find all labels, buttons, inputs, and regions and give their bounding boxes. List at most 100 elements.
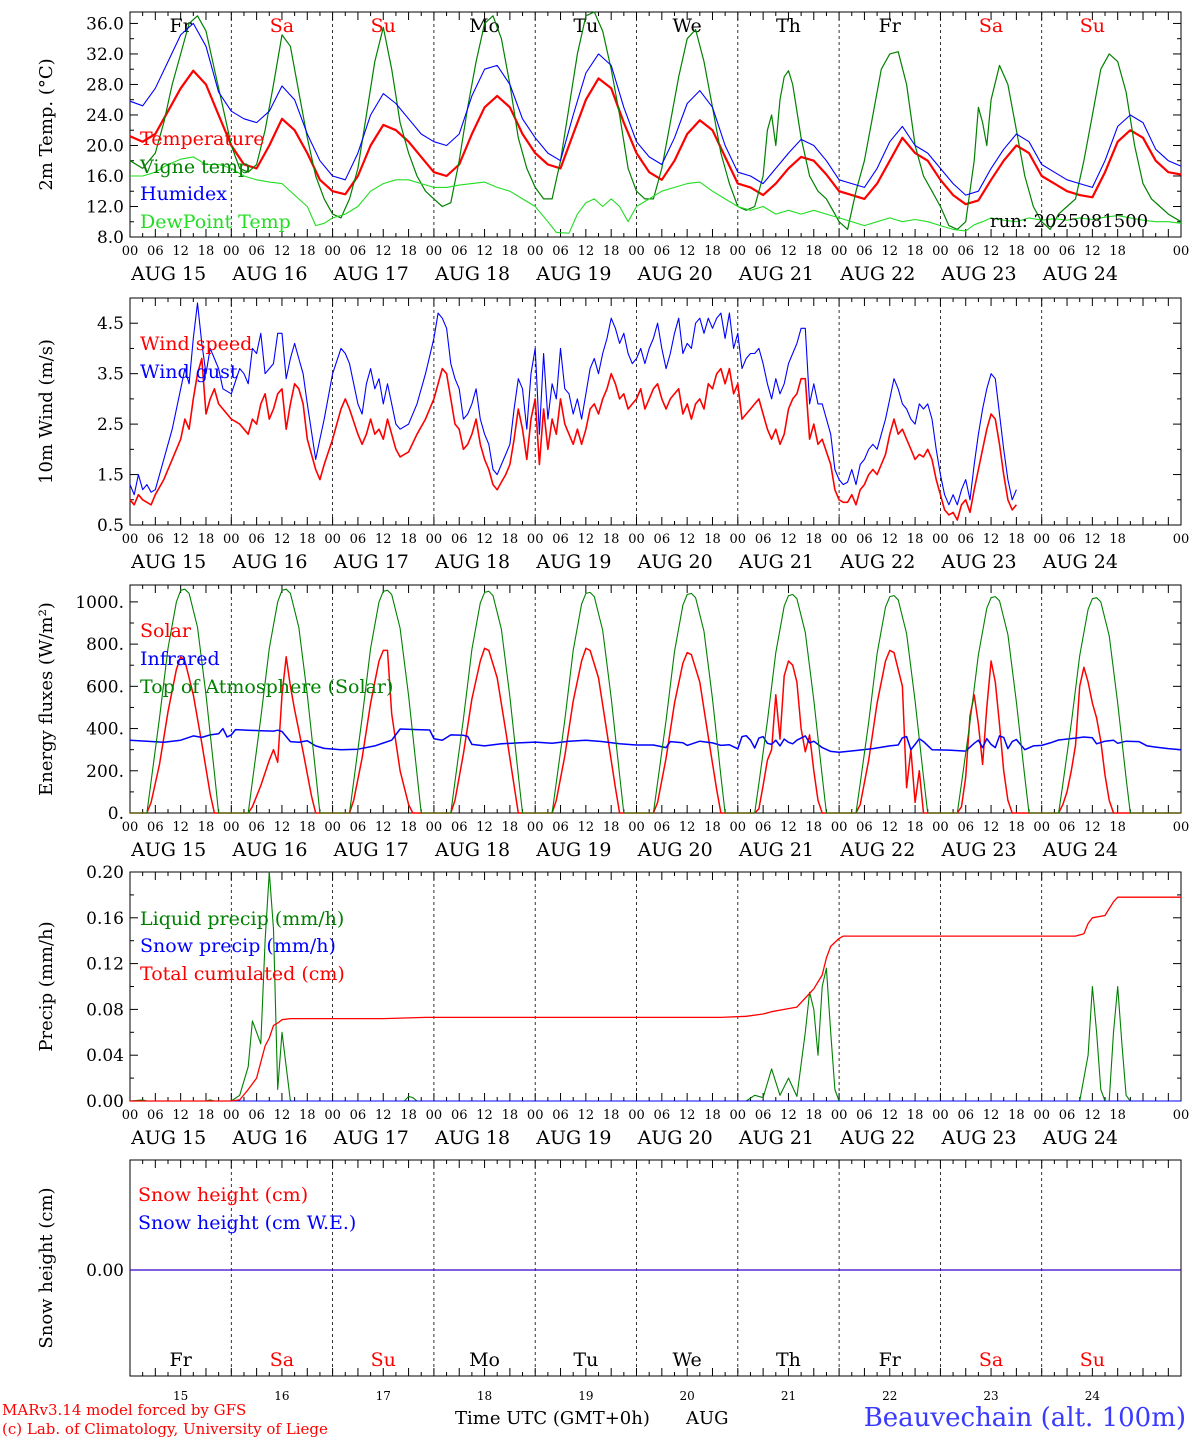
legend-entry: Humidex (140, 183, 227, 205)
weekday-label: Fr (170, 1349, 193, 1371)
date-label: AUG 15 (130, 839, 206, 861)
y-tick-label: 24.0 (86, 106, 124, 126)
hour-tick-label: 12 (983, 244, 1000, 259)
date-label: AUG 20 (637, 1127, 713, 1149)
hour-tick-label: 00 (122, 1108, 139, 1123)
legend-entry: Top of Atmosphere (Solar) (140, 676, 393, 698)
day-number-label: 15 (173, 1389, 188, 1403)
hour-tick-label: 06 (654, 820, 671, 835)
hour-tick-label: 12 (476, 820, 493, 835)
plot-frame (129, 871, 1182, 1102)
hour-tick-label: 06 (1059, 1108, 1076, 1123)
date-label: AUG 16 (231, 551, 307, 573)
hour-tick-label: 18 (806, 244, 823, 259)
hour-tick-label: 06 (856, 244, 873, 259)
hour-tick-label: 12 (679, 820, 696, 835)
day-number-label: 24 (1085, 1389, 1101, 1403)
date-label: AUG 21 (738, 1127, 814, 1149)
weekday-label: We (673, 15, 702, 37)
hour-tick-label: 12 (1084, 244, 1101, 259)
legend-entry: Wind gust (140, 361, 238, 383)
date-label: AUG 15 (130, 263, 206, 285)
y-tick-label: 0. (108, 804, 124, 824)
legend-entry: Infrared (140, 648, 220, 670)
hour-tick-label: 18 (907, 1108, 924, 1123)
date-label: AUG 19 (535, 263, 611, 285)
hour-tick-label: 00 (527, 820, 544, 835)
hour-tick-label: 06 (451, 244, 468, 259)
hour-tick-label: 00 (426, 532, 443, 547)
hour-tick-label: 06 (147, 820, 164, 835)
y-tick-label: 8.0 (97, 228, 124, 248)
hour-tick-label: 06 (957, 244, 974, 259)
hour-tick-label: 00 (628, 1108, 645, 1123)
hour-tick-label: 12 (375, 244, 392, 259)
hour-tick-label: 06 (147, 532, 164, 547)
day-number-label: 20 (680, 1389, 695, 1403)
date-label: AUG 23 (940, 263, 1016, 285)
date-label: AUG 21 (738, 551, 814, 573)
hour-tick-label: 06 (1059, 532, 1076, 547)
hour-tick-label: 00 (730, 532, 747, 547)
y-tick-label: 800. (86, 635, 124, 655)
series-line-wind-speed (129, 357, 1018, 521)
y-tick-label: 0.00 (86, 1092, 124, 1112)
hour-tick-label: 06 (755, 244, 772, 259)
hour-tick-label: 18 (198, 820, 215, 835)
hour-tick-label: 12 (679, 244, 696, 259)
hour-tick-label: 00 (223, 1108, 240, 1123)
lab-credit: (c) Lab. of Climatology, University of L… (2, 1420, 328, 1438)
hour-tick-label: 12 (983, 820, 1000, 835)
hour-tick-label: 18 (704, 532, 721, 547)
hour-tick-label: 18 (704, 1108, 721, 1123)
hour-tick-label: 18 (299, 1108, 316, 1123)
date-label: AUG 21 (738, 839, 814, 861)
series-line-solar (130, 647, 1181, 814)
hour-tick-label: 12 (172, 820, 189, 835)
panel-temp: 8.0 12.0 16.0 20.0 24.0 28.0 32.0 36.0 2m Temp. … (36, 11, 1189, 285)
date-label: AUG 16 (231, 839, 307, 861)
hour-tick-label: 06 (957, 820, 974, 835)
station-name: Beauvechain (alt. 100m) (864, 1403, 1186, 1433)
hour-tick-label: 12 (172, 532, 189, 547)
hour-tick-label: 12 (476, 1108, 493, 1123)
hour-tick-label: 00 (223, 532, 240, 547)
hour-tick-label: 06 (147, 244, 164, 259)
hour-tick-label: 18 (806, 820, 823, 835)
hour-tick-label: 18 (806, 532, 823, 547)
hour-tick-label: 18 (198, 244, 215, 259)
y-tick-label: 0.00 (86, 1261, 124, 1281)
weekday-label: Tu (573, 15, 598, 37)
hour-tick-label: 12 (780, 820, 797, 835)
hour-tick-label: 18 (1008, 1108, 1025, 1123)
y-tick-label: 20.0 (86, 136, 124, 156)
legend-entry: Temperature (140, 128, 264, 150)
hour-tick-label: 00 (527, 244, 544, 259)
hour-tick-label: 12 (780, 1108, 797, 1123)
weekday-label: Fr (170, 15, 193, 37)
weekday-label: Tu (573, 1349, 598, 1371)
hour-tick-label: 18 (704, 244, 721, 259)
y-tick-label: 600. (86, 677, 124, 697)
hour-tick-label: 12 (172, 244, 189, 259)
hour-tick-label: 12 (881, 244, 898, 259)
hour-tick-label: 06 (552, 1108, 569, 1123)
hour-tick-label: 18 (603, 1108, 620, 1123)
date-label: AUG 22 (839, 551, 915, 573)
weekday-label: Fr (879, 1349, 902, 1371)
hour-tick-label: 06 (552, 820, 569, 835)
hour-tick-label: 18 (1008, 820, 1025, 835)
hour-tick-label: 18 (1109, 532, 1126, 547)
y-axis-title: Snow height (cm) (36, 1187, 57, 1348)
series-line-dewpoint-temp (130, 156, 1182, 234)
y-tick-label: 12.0 (86, 197, 124, 217)
hour-tick-label: 00 (122, 244, 139, 259)
hour-tick-label: 12 (679, 1108, 696, 1123)
y-axis-title: Precip (mm/h) (36, 921, 57, 1051)
hour-tick-label: 12 (578, 244, 595, 259)
hour-tick-label: 12 (476, 532, 493, 547)
hour-tick-label: 00 (324, 532, 341, 547)
series-line-total-cumulated-cm (130, 896, 1181, 1102)
hour-tick-label: 06 (1059, 244, 1076, 259)
y-axis-title: 10m Wind (m/s) (36, 339, 57, 484)
